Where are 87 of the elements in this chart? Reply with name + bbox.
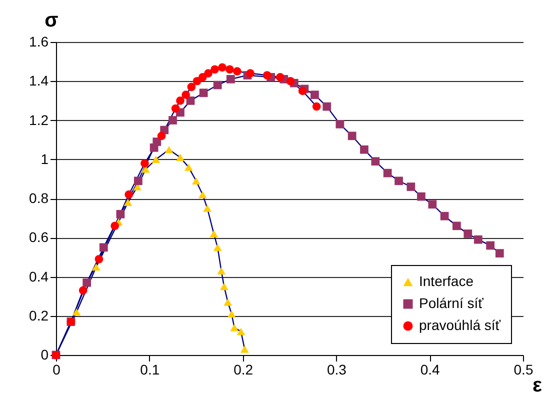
point (184, 164, 193, 171)
point (72, 308, 81, 316)
point (246, 69, 254, 78)
point (164, 146, 174, 154)
point (99, 243, 108, 252)
legend-label: Polární síť (419, 295, 484, 311)
point (192, 177, 200, 185)
y-tick-label: 0.8 (29, 190, 49, 206)
point (452, 222, 461, 230)
point (230, 324, 239, 332)
point (92, 263, 100, 271)
point (371, 157, 380, 166)
y-tick-label: 1 (40, 150, 49, 167)
y-axis-title: σ (44, 10, 59, 32)
point (116, 210, 125, 218)
point (310, 90, 319, 100)
point (348, 132, 356, 140)
point (220, 282, 228, 290)
point (140, 159, 149, 168)
x-tick-label: 0.5 (514, 362, 534, 378)
legend-label: pravoúhlá síť (419, 317, 502, 333)
point (217, 267, 226, 275)
point (210, 65, 219, 74)
point (199, 88, 208, 98)
point (213, 244, 222, 252)
y-tick-label: 1.4 (29, 72, 49, 89)
point (312, 102, 321, 111)
point (474, 235, 482, 244)
point (213, 80, 222, 90)
point (182, 90, 190, 99)
point (236, 328, 246, 336)
point (226, 74, 235, 84)
point (210, 230, 218, 238)
point (486, 241, 494, 250)
y-tick-label: 0 (40, 346, 49, 362)
point (198, 190, 207, 198)
y-tick-label: 0.6 (29, 229, 49, 246)
point (394, 176, 403, 186)
point (152, 138, 162, 146)
point (203, 204, 212, 212)
y-tick-label: 1.2 (29, 112, 49, 128)
y-tick-label: 0.4 (29, 268, 49, 284)
point (171, 104, 180, 113)
x-axis-title: ε (532, 374, 542, 396)
point (322, 102, 332, 111)
y-tick-label: 0.2 (29, 307, 49, 324)
x-tick-label: 0.1 (140, 362, 160, 378)
point (82, 278, 92, 287)
point (94, 254, 104, 264)
point (124, 190, 134, 199)
point (336, 120, 344, 128)
point (152, 156, 160, 163)
point (218, 63, 226, 72)
x-tick-label: 0 (52, 362, 61, 378)
point (134, 176, 142, 186)
legend-label: Interface (419, 273, 474, 289)
point (360, 145, 368, 154)
point (233, 67, 242, 76)
point (226, 65, 234, 74)
point (406, 182, 416, 191)
point (417, 192, 426, 201)
point (224, 298, 232, 306)
y-tick-label: 1.6 (29, 34, 49, 50)
point (124, 198, 132, 206)
point (157, 132, 166, 140)
point (176, 96, 184, 105)
point (464, 230, 472, 238)
point (240, 346, 249, 353)
point (78, 286, 88, 295)
point (187, 82, 196, 92)
point (204, 69, 212, 78)
point (428, 200, 437, 209)
point (198, 73, 207, 82)
point (440, 212, 449, 220)
point (276, 73, 284, 82)
point (176, 154, 184, 162)
point (168, 116, 177, 124)
x-tick-label: 0.3 (326, 362, 347, 378)
point (495, 249, 504, 258)
point (227, 310, 236, 318)
point (262, 71, 272, 80)
point (286, 76, 295, 86)
point (383, 168, 392, 178)
x-tick-label: 0.2 (234, 362, 254, 378)
point (186, 96, 195, 105)
x-tick-label: 0.4 (420, 362, 440, 378)
point (110, 222, 120, 230)
